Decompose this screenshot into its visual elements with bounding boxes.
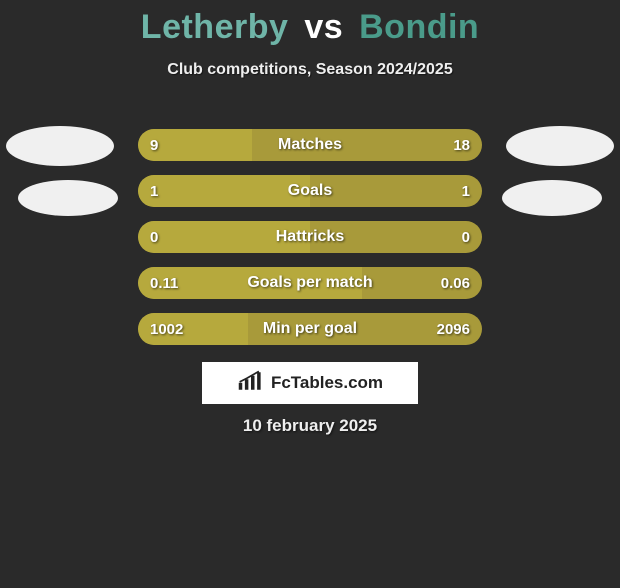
page-title: Letherby vs Bondin	[0, 8, 620, 47]
stat-label: Goals per match	[138, 267, 482, 299]
player2-avatar-top	[506, 126, 614, 166]
stat-row-goals-per-match: 0.110.06Goals per match	[138, 267, 482, 299]
stat-label: Min per goal	[138, 313, 482, 345]
chart-icon	[237, 370, 265, 397]
date-text: 10 february 2025	[0, 416, 620, 436]
stat-row-goals: 11Goals	[138, 175, 482, 207]
subtitle: Club competitions, Season 2024/2025	[0, 61, 620, 79]
stat-row-min-per-goal: 10022096Min per goal	[138, 313, 482, 345]
brand-badge[interactable]: FcTables.com	[202, 362, 418, 404]
title-vs: vs	[304, 8, 343, 46]
stat-row-matches: 918Matches	[138, 129, 482, 161]
player2-avatar-bottom	[502, 180, 602, 216]
player1-avatar-top	[6, 126, 114, 166]
title-player2: Bondin	[359, 8, 479, 46]
stat-label: Hattricks	[138, 221, 482, 253]
title-player1: Letherby	[141, 8, 289, 46]
stats-container: 918Matches 11Goals 00Hattricks 0.110.06Goal…	[138, 129, 482, 359]
stat-label: Goals	[138, 175, 482, 207]
stat-label: Matches	[138, 129, 482, 161]
stat-row-hattricks: 00Hattricks	[138, 221, 482, 253]
player1-avatar-bottom	[18, 180, 118, 216]
brand-text: FcTables.com	[271, 373, 383, 393]
